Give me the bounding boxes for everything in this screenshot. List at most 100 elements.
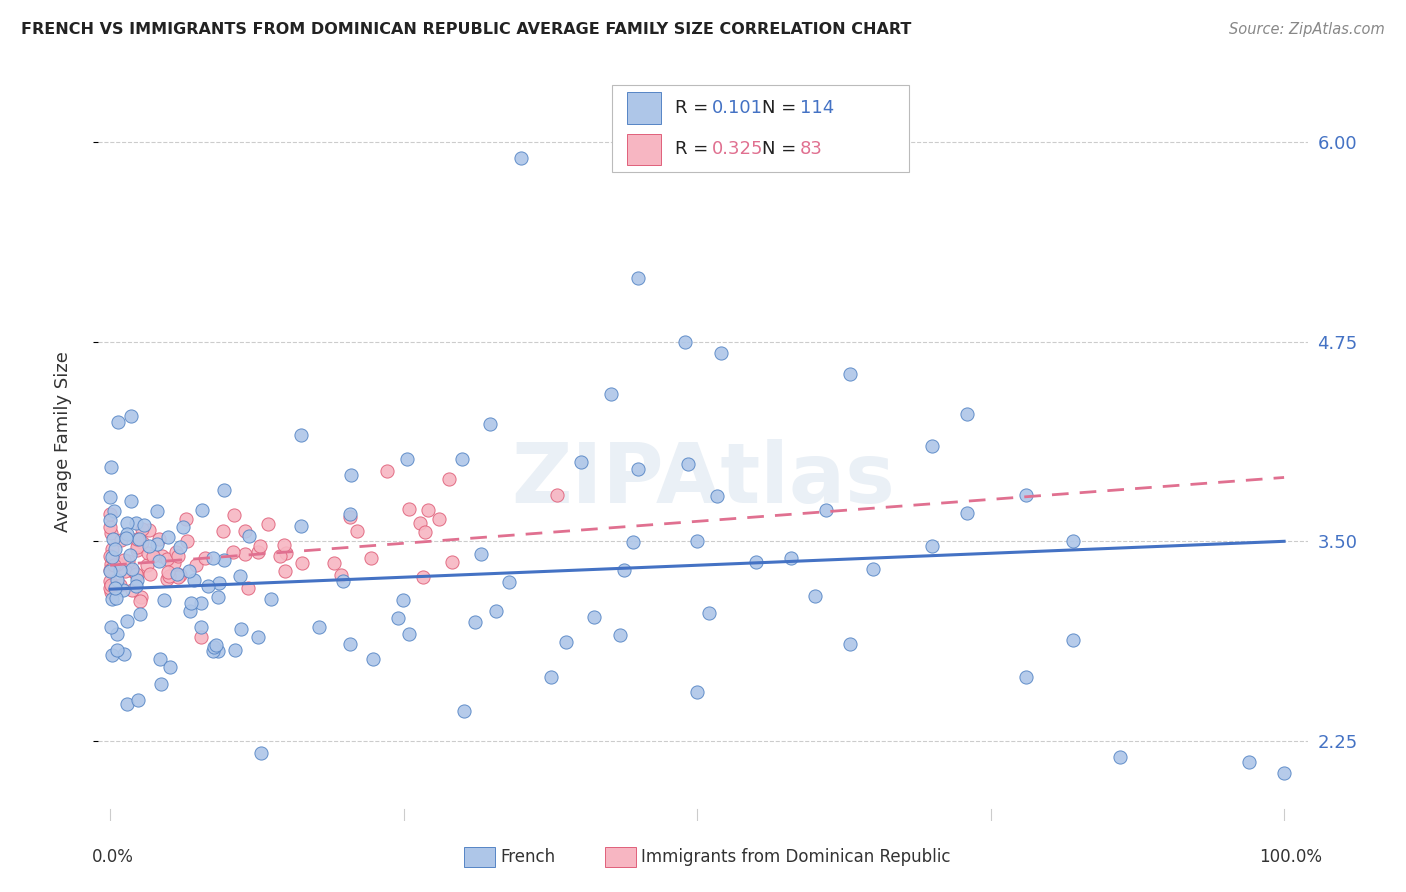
Text: 0.101: 0.101 [711,99,762,117]
Point [396,452,419,467]
Point [107,557,129,571]
Text: N =: N = [762,99,803,117]
Point [346,524,368,539]
Point [191,502,214,516]
Point [134,517,156,532]
Point [332,574,354,589]
Point [387,611,409,625]
Point [450,452,472,467]
Point [152,592,174,607]
Point [104,581,127,595]
Point [146,536,169,550]
Text: French: French [501,848,555,866]
Point [190,620,212,634]
Point [156,565,179,579]
Point [1237,755,1260,769]
Point [131,522,153,536]
Point [128,533,150,547]
Point [125,516,148,531]
Point [202,550,225,565]
Point [340,468,363,483]
Point [183,573,205,587]
Point [339,510,361,524]
Point [172,519,194,533]
Point [105,626,128,640]
Point [148,533,170,547]
Point [409,516,432,531]
Point [122,564,145,578]
Point [115,614,138,628]
Point [103,504,125,518]
Point [398,627,420,641]
Point [177,565,200,579]
Point [98,519,121,533]
Point [249,746,271,760]
Text: R =: R = [675,140,714,159]
Point [163,556,186,570]
Point [202,644,225,658]
Point [152,549,174,563]
Point [600,387,623,401]
Point [510,151,533,165]
Point [290,428,312,442]
Point [418,503,440,517]
Point [212,552,235,566]
Point [120,409,142,424]
Point [339,508,361,522]
Point [269,549,291,563]
Point [174,512,197,526]
Point [204,640,226,654]
Point [686,534,709,549]
Point [98,564,121,578]
Point [138,567,160,582]
Point [391,593,413,607]
Point [274,546,297,560]
Point [273,565,295,579]
Point [375,464,398,478]
Point [115,527,138,541]
Text: 114: 114 [800,99,834,117]
Point [247,630,270,644]
Point [136,558,159,572]
Point [100,557,122,571]
Point [136,546,159,560]
Point [127,693,149,707]
Point [100,550,122,565]
Point [148,554,170,568]
Point [138,523,160,537]
FancyBboxPatch shape [627,92,661,124]
Point [697,606,720,620]
Point [222,508,245,523]
Point [101,541,124,556]
Point [815,503,838,517]
Text: Source: ZipAtlas.com: Source: ZipAtlas.com [1229,22,1385,37]
Point [98,512,121,526]
Point [224,643,246,657]
Point [176,533,198,548]
Point [413,524,436,539]
Point [706,489,728,503]
Point [1015,488,1038,502]
Point [803,590,825,604]
Point [1062,534,1084,549]
Point [546,488,568,502]
Point [212,524,235,538]
Point [956,407,979,421]
Point [127,574,149,588]
Point [361,652,384,666]
Text: 100.0%: 100.0% [1258,848,1322,866]
Point [260,591,283,606]
Point [117,697,139,711]
Point [569,455,592,469]
Point [107,415,129,429]
Point [157,569,180,583]
FancyBboxPatch shape [613,85,908,172]
Point [110,557,132,571]
Point [167,570,190,584]
FancyBboxPatch shape [627,134,661,165]
Point [485,604,508,618]
Point [686,685,709,699]
Point [121,562,143,576]
Point [498,575,520,590]
Point [112,552,135,566]
